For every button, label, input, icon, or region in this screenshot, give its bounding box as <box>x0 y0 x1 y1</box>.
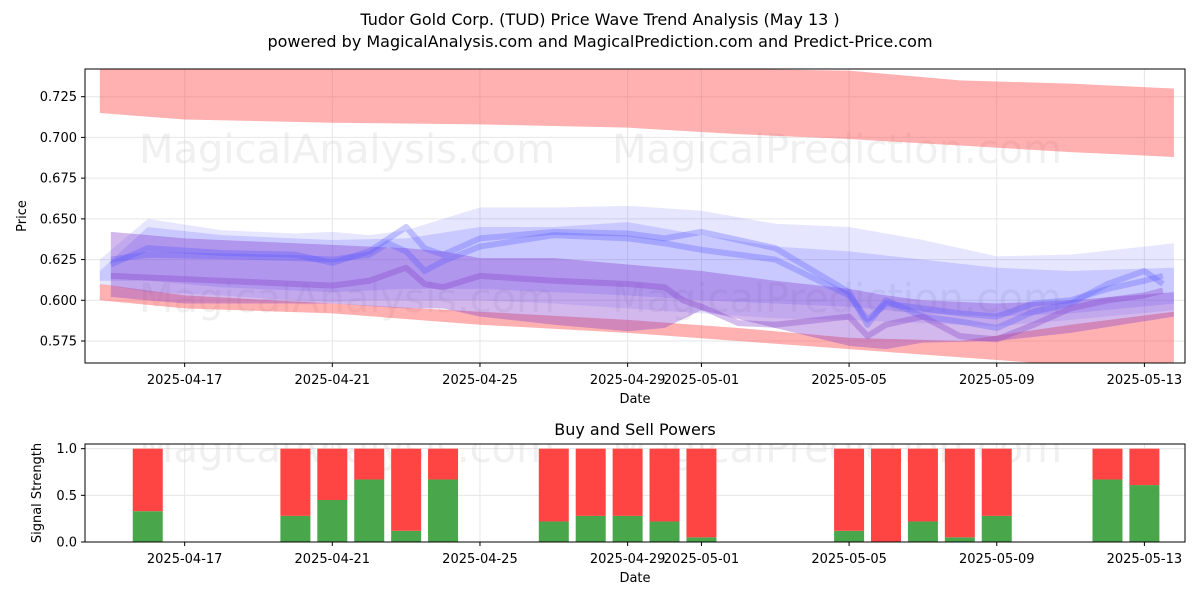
power-axes-frame <box>84 443 1186 543</box>
sell-bar <box>132 448 163 512</box>
wave-line-blue <box>109 223 1165 331</box>
power-x-tick-label: 2025-04-17 <box>147 552 223 567</box>
buy-bar <box>391 530 422 542</box>
power-y-tick-label: 0.5 <box>56 489 77 504</box>
price-band-red <box>99 284 1174 363</box>
sell-bar <box>907 448 938 522</box>
price-x-tick-label: 2025-04-25 <box>442 373 518 388</box>
power-x-tick-label: 2025-04-29 <box>590 552 666 567</box>
price-axes-frame <box>84 68 1186 364</box>
power-x-tick-label: 2025-04-21 <box>295 552 371 567</box>
price-y-tick-label: 0.650 <box>40 212 77 227</box>
sell-bar <box>391 448 422 531</box>
power-y-tick-label: 0.0 <box>56 536 77 551</box>
price-plot-area: MagicalAnalysis.com MagicalPrediction.com… <box>85 69 1185 363</box>
price-x-tick-label: 2025-05-13 <box>1107 373 1183 388</box>
buy-bar <box>907 521 938 542</box>
watermark-analysis: MagicalAnalysis.com <box>139 276 555 322</box>
buy-bar <box>612 515 643 542</box>
sell-bar <box>354 448 385 480</box>
buy-bar <box>649 521 680 542</box>
buy-bar <box>834 530 865 542</box>
watermark-prediction: MagicalPrediction.com <box>612 276 1062 322</box>
buy-bar <box>575 515 606 542</box>
wave-line-purple <box>110 264 1164 343</box>
power-x-tick-label: 2025-05-01 <box>664 552 740 567</box>
buy-bar <box>280 515 311 542</box>
sell-bar <box>612 448 643 516</box>
power-x-tick-label: 2025-04-25 <box>442 552 518 567</box>
wave-line-blue <box>110 232 1164 323</box>
power-x-axis-label: Date <box>619 571 650 586</box>
price-x-tick-label: 2025-04-29 <box>590 373 666 388</box>
watermark-analysis: MagicalAnalysis.com <box>139 127 555 173</box>
buy-bar <box>354 479 385 542</box>
buy-bar <box>1129 485 1160 542</box>
price-y-tick-label: 0.575 <box>40 335 77 350</box>
power-x-tick-label: 2025-05-05 <box>811 552 887 567</box>
buy-bar <box>981 515 1012 542</box>
price-band-blue <box>99 205 1174 327</box>
buy-bar <box>132 511 163 542</box>
sell-bar <box>538 448 569 522</box>
sell-bar <box>686 448 717 538</box>
price-y-tick-label: 0.700 <box>40 131 77 146</box>
sell-bar <box>649 448 680 522</box>
buy-bar <box>538 521 569 542</box>
price-x-tick-label: 2025-04-17 <box>147 373 223 388</box>
sell-bar <box>871 448 902 542</box>
sell-bar <box>317 448 348 500</box>
sell-bar <box>834 448 865 531</box>
buy-bar <box>944 537 975 542</box>
sell-bar <box>575 448 606 516</box>
price-band-blue <box>99 222 1174 317</box>
sell-bar <box>428 448 459 480</box>
price-y-tick-label: 0.600 <box>40 294 77 309</box>
price-x-tick-label: 2025-05-05 <box>811 373 887 388</box>
sell-bar <box>944 448 975 538</box>
power-x-tick-label: 2025-05-09 <box>959 552 1035 567</box>
chart-subtitle: powered by MagicalAnalysis.com and Magic… <box>267 32 933 51</box>
buy-bar <box>1092 479 1123 542</box>
buy-bar <box>686 537 717 542</box>
sell-bar <box>1129 448 1160 486</box>
price-band-purple <box>110 231 1174 350</box>
buy-bar <box>428 479 459 542</box>
power-y-tick-label: 1.0 <box>56 442 77 457</box>
price-y-tick-label: 0.725 <box>40 90 77 105</box>
price-x-tick-label: 2025-05-01 <box>664 373 740 388</box>
price-y-axis-label: Price <box>15 200 30 232</box>
price-y-tick-label: 0.675 <box>40 172 77 187</box>
sell-bar <box>981 448 1012 516</box>
price-y-tick-label: 0.625 <box>40 253 77 268</box>
power-y-axis-label: Signal Strength <box>30 443 45 543</box>
watermark-prediction: MagicalPrediction.com <box>612 127 1062 173</box>
price-x-tick-label: 2025-04-21 <box>295 373 371 388</box>
power-x-tick-label: 2025-05-13 <box>1107 552 1183 567</box>
sell-bar <box>1092 448 1123 480</box>
chart-title: Tudor Gold Corp. (TUD) Price Wave Trend … <box>360 10 840 29</box>
power-chart-title: Buy and Sell Powers <box>554 420 716 439</box>
price-band-red <box>99 69 1174 157</box>
buy-bar <box>317 500 348 542</box>
price-x-axis-label: Date <box>619 392 650 407</box>
sell-bar <box>280 448 311 516</box>
price-x-tick-label: 2025-05-09 <box>959 373 1035 388</box>
